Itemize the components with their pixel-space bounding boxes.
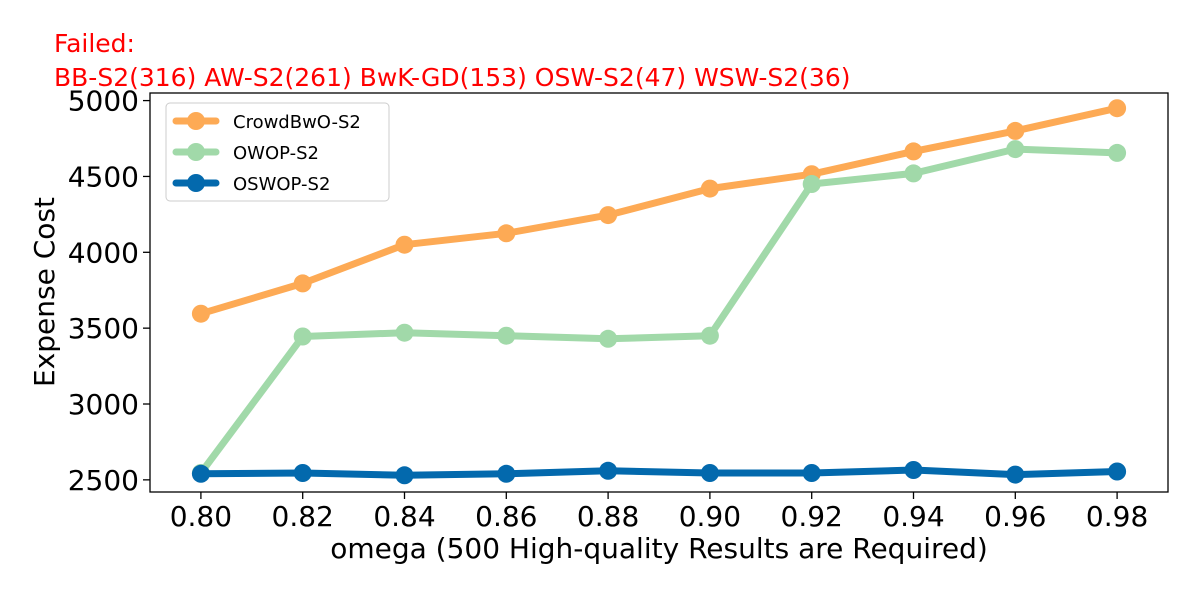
data-point-crowdbwo-s2-7	[904, 142, 923, 161]
data-point-crowdbwo-s2-1	[293, 274, 312, 293]
data-point-owop-s2-3	[497, 326, 516, 345]
y-tick-label: 3500	[68, 312, 139, 345]
x-tick-label: 0.98	[1086, 500, 1148, 533]
x-tick-label: 0.82	[272, 500, 334, 533]
x-tick-label: 0.94	[882, 500, 944, 533]
x-axis-label: omega (500 High-quality Results are Requ…	[330, 532, 988, 565]
x-tick-label: 0.90	[679, 500, 741, 533]
data-point-crowdbwo-s2-4	[599, 206, 618, 225]
legend: CrowdBwO-S2 OWOP-S2 OSWOP-S2	[165, 102, 390, 202]
series-line-owop-s2	[197, 145, 1121, 477]
y-tick-label: 4500	[68, 160, 139, 193]
data-point-owop-s2-6	[802, 175, 821, 193]
x-tick-label: 0.92	[781, 500, 843, 533]
data-point-crowdbwo-s2-0	[191, 304, 210, 323]
x-tick-label: 0.96	[984, 500, 1046, 533]
data-point-crowdbwo-s2-9	[1108, 99, 1127, 118]
legend-entry-owop-s2: OWOP-S2	[172, 143, 319, 164]
failed-items: BB-S2(316) AW-S2(261) BwK-GD(153) OSW-S2…	[54, 63, 851, 92]
y-tick-label: 2500	[68, 464, 139, 497]
series-line-oswop-s2	[197, 466, 1121, 479]
data-point-oswop-s2-0	[191, 464, 210, 483]
legend-label-owop-s2: OWOP-S2	[233, 143, 319, 164]
data-point-owop-s2-5	[700, 326, 719, 345]
data-point-owop-s2-2	[395, 323, 414, 342]
data-point-oswop-s2-4	[599, 461, 618, 480]
x-tick-label: 0.80	[170, 500, 232, 533]
series-line-crowdbwo-s2	[197, 104, 1121, 318]
legend-label-crowdbwo-s2: CrowdBwO-S2	[233, 112, 361, 133]
data-point-oswop-s2-2	[395, 466, 414, 485]
series-oswop-s2	[191, 461, 1127, 485]
y-tick-label: 5000	[68, 85, 139, 118]
data-point-owop-s2-7	[904, 164, 923, 183]
data-point-oswop-s2-1	[293, 464, 312, 482]
data-point-crowdbwo-s2-8	[1006, 121, 1025, 140]
data-point-oswop-s2-3	[497, 464, 516, 483]
x-tick-label: 0.84	[373, 500, 435, 533]
failed-heading: Failed:	[54, 29, 135, 58]
legend-label-oswop-s2: OSWOP-S2	[233, 174, 330, 195]
legend-entry-crowdbwo-s2: CrowdBwO-S2	[172, 112, 361, 133]
data-point-oswop-s2-7	[904, 461, 923, 479]
legend-entry-oswop-s2: OSWOP-S2	[172, 174, 330, 195]
data-point-crowdbwo-s2-2	[395, 235, 414, 254]
x-tick-label: 0.86	[475, 500, 537, 533]
x-tick-label: 0.88	[577, 500, 639, 533]
y-tick-label: 3000	[68, 388, 139, 421]
legend-entries: CrowdBwO-S2 OWOP-S2 OSWOP-S2	[172, 112, 361, 195]
data-point-owop-s2-1	[293, 327, 312, 346]
y-axis-label: Expense Cost	[28, 197, 61, 387]
legend-marker-oswop-s2	[187, 174, 205, 192]
series-owop-s2	[191, 140, 1127, 482]
data-point-owop-s2-9	[1108, 143, 1127, 162]
legend-marker-owop-s2	[187, 143, 205, 161]
series-layer	[191, 99, 1127, 485]
data-point-owop-s2-8	[1006, 140, 1025, 159]
data-point-oswop-s2-8	[1006, 465, 1025, 484]
data-point-oswop-s2-6	[802, 464, 821, 482]
y-axis-ticks: 2500 3000 3500 4000 4500 5000	[68, 85, 150, 497]
legend-marker-crowdbwo-s2	[187, 112, 205, 130]
y-tick-label: 4000	[68, 236, 139, 269]
x-axis-ticks: 0.80 0.82 0.84 0.86 0.88 0.90 0.92 0.94 0.96 0.98	[170, 492, 1148, 533]
data-point-owop-s2-4	[599, 329, 618, 348]
data-point-oswop-s2-5	[700, 464, 719, 482]
plot-frame	[149, 92, 1169, 493]
legend-box	[165, 102, 390, 202]
data-point-crowdbwo-s2-3	[497, 224, 516, 243]
data-point-oswop-s2-9	[1108, 462, 1127, 481]
data-point-crowdbwo-s2-5	[700, 179, 719, 198]
